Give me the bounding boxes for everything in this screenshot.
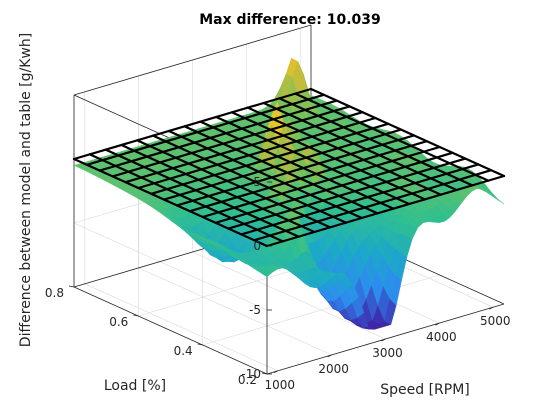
- y-tick: [261, 372, 268, 375]
- x-tick-label: 3000: [372, 346, 403, 360]
- mesh-line: [201, 145, 441, 219]
- x-tick: [435, 322, 440, 326]
- mesh-line: [253, 169, 493, 242]
- z-tick-label: 0: [253, 239, 261, 253]
- mesh-line: [120, 143, 316, 234]
- z-tick-label: -5: [249, 303, 261, 317]
- mesh-line: [151, 134, 348, 224]
- mesh-line: [104, 148, 300, 238]
- mesh-line: [246, 106, 442, 196]
- y-tick: [68, 285, 75, 288]
- mesh-line: [188, 140, 428, 213]
- axis-ticks: 1000 2000 3000 4000 5000 0.2 0.4 0.6 0.8 -10 -5 0 5: [45, 175, 511, 392]
- frame-edge: [73, 24, 312, 96]
- grid-line: [73, 222, 268, 311]
- surface-patch: [492, 195, 505, 205]
- mesh-line: [88, 153, 284, 243]
- y-tick-label: 0.8: [45, 286, 64, 300]
- mesh-line: [183, 125, 379, 215]
- mesh-line: [150, 122, 390, 195]
- mesh-line: [167, 129, 363, 220]
- y-axis-line: [73, 286, 268, 375]
- mesh-line: [162, 128, 403, 201]
- mesh-line: [278, 97, 474, 187]
- x-tick-label: 4000: [426, 330, 457, 344]
- mesh-line: [137, 116, 377, 190]
- grid-line: [138, 267, 332, 356]
- x-tick: [489, 306, 494, 310]
- mesh-line: [111, 105, 351, 178]
- mesh-line: [136, 139, 332, 229]
- mesh-line: [294, 92, 490, 182]
- x-tick: [273, 370, 278, 374]
- y-tick-label: 0.6: [109, 315, 128, 329]
- z-tick-label: -10: [241, 367, 261, 381]
- x-axis-label: Speed [RPM]: [380, 382, 470, 398]
- y-tick-label: 0.4: [174, 344, 193, 358]
- chart-title: Max difference: 10.039: [199, 12, 381, 28]
- mesh-line: [309, 87, 506, 178]
- grid-line: [84, 283, 278, 372]
- mesh-line: [215, 115, 411, 206]
- mesh-line: [214, 151, 454, 224]
- z-tick-label: 5: [253, 175, 261, 189]
- mesh-line: [240, 163, 480, 236]
- x-tick-label: 1000: [264, 378, 295, 392]
- x-tick-label: 2000: [318, 362, 349, 376]
- mesh-line: [175, 134, 416, 207]
- mesh-line: [227, 157, 467, 230]
- y-axis-label: Load [%]: [104, 378, 166, 394]
- mesh-line: [199, 120, 395, 210]
- x-tick: [381, 338, 386, 342]
- y-tick: [133, 314, 139, 317]
- mesh-plane: [72, 87, 506, 248]
- mesh-line: [98, 99, 338, 172]
- mesh-line: [72, 87, 313, 161]
- x-tick-label: 5000: [480, 314, 511, 328]
- mesh-line: [230, 111, 427, 201]
- z-axis-label: Difference between model and table [g/Kw…: [18, 33, 34, 347]
- mesh-line: [265, 174, 506, 248]
- y-tick-label: 0.2: [238, 373, 257, 387]
- mesh-line: [72, 157, 269, 248]
- y-tick: [197, 343, 203, 346]
- grid-line: [192, 251, 386, 340]
- mesh-line: [124, 111, 364, 184]
- x-tick: [327, 354, 332, 358]
- mesh-line: [262, 101, 458, 192]
- mesh-line: [85, 93, 325, 166]
